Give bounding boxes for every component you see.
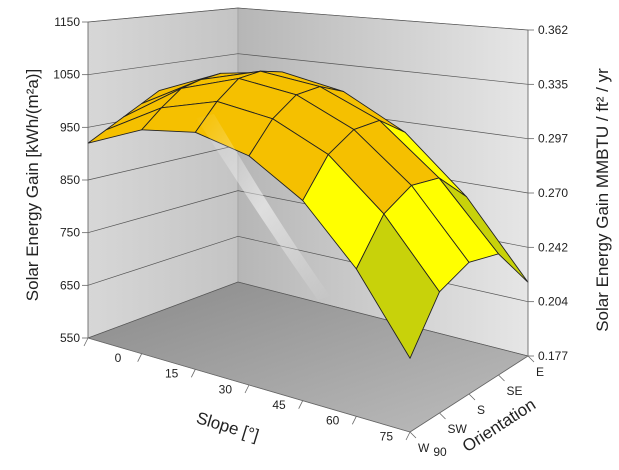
slope-axis-title: Slope [°] [194,408,261,445]
y-tick-label-left: 750 [60,226,80,240]
tick [498,374,505,382]
y-axis-right-title: Solar Energy Gain MMBTU / ft² / yr [593,68,612,332]
tick [468,393,476,401]
orientation-tick-label: SW [448,422,468,436]
tick [439,412,446,420]
tick-marks [82,21,535,441]
y-axis-left-title: Solar Energy Gain [kWh/(m²a)] [23,69,42,301]
tick [409,431,417,439]
tick [190,369,196,378]
y-tick-label-left: 1150 [54,15,80,29]
tick [405,431,411,441]
gridline [87,281,529,357]
y-tick-label-left: 1050 [53,68,80,82]
slope-tick-label: 0 [115,351,122,365]
slope-tick-label: 75 [380,429,394,443]
slope-tick-label: 30 [219,382,233,396]
slope-tick-label: 15 [165,367,179,381]
orientation-tick-label: E [536,365,544,379]
y-tick-label-left: 950 [60,120,80,134]
y-tick-label-right: 0.177 [538,349,568,363]
tick-labels: 5500.1776500.2047500.2428500.2709500.297… [53,15,568,459]
y-tick-label-left: 550 [60,331,80,345]
y-tick-label-right: 0.297 [538,132,568,146]
gridline [87,53,529,85]
orientation-tick-label: W [418,441,430,455]
orientation-axis-title: Orientation [459,395,539,456]
orientation-tick-label: S [477,403,485,417]
surface-patch [355,213,440,359]
tick [244,384,250,394]
y-tick-label-right: 0.362 [538,23,568,37]
slope-tick-label: 45 [272,398,286,412]
y-tick-label-right: 0.204 [538,295,568,309]
back-wall [87,7,239,339]
y-tick-label-right: 0.335 [538,77,568,91]
y-tick-label-right: 0.270 [538,186,568,200]
gloss-highlight [196,114,330,300]
y-tick-label-right: 0.242 [538,240,568,254]
energy-surface [87,70,529,359]
gridline [87,7,529,31]
orientation-tick-label: SE [507,384,523,398]
slope-tick-label: 60 [326,414,340,428]
slope-tick-label: 90 [433,445,447,459]
y-tick-label-left: 850 [60,173,80,187]
tick [137,353,143,362]
tick [351,416,357,425]
tick [298,400,304,409]
tick [83,337,89,347]
tick [527,355,535,363]
y-tick-label-left: 650 [60,278,80,292]
